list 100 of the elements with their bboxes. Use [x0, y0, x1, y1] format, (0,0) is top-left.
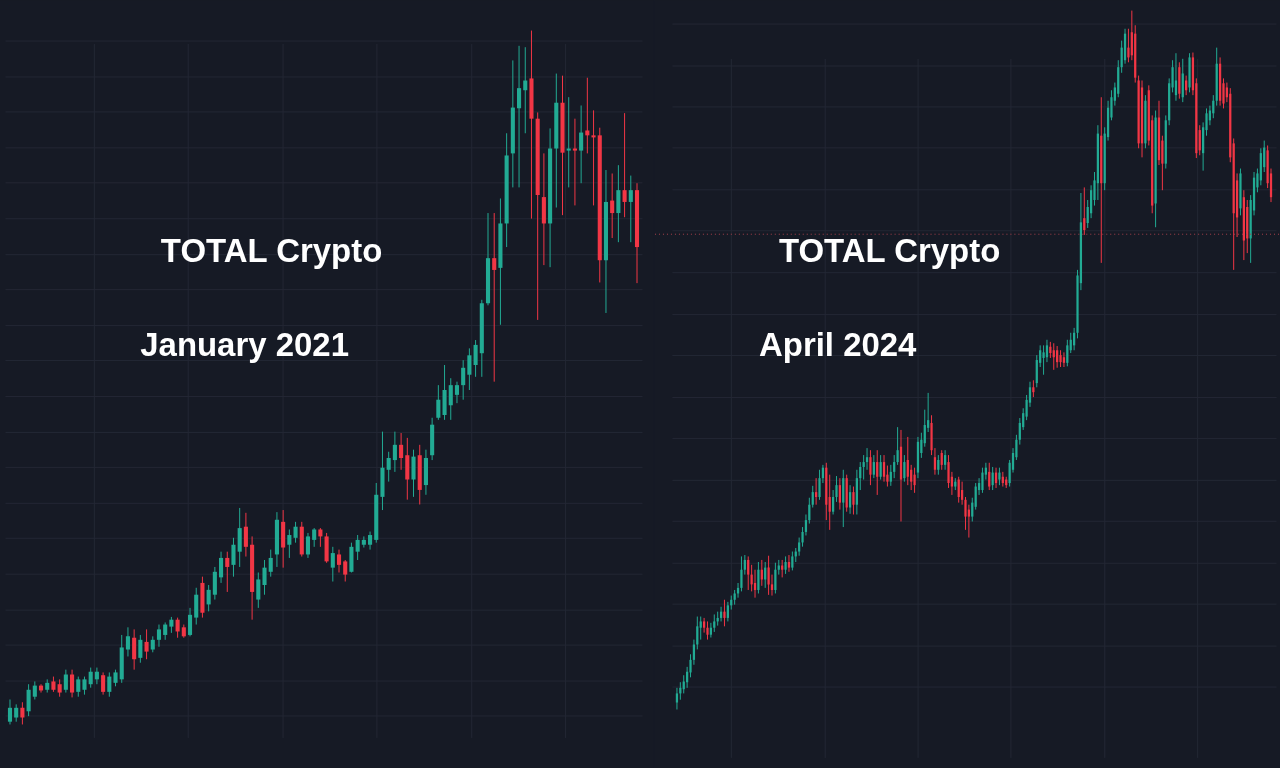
- candlestick: [988, 462, 991, 491]
- candlestick: [872, 454, 875, 479]
- candlestick: [869, 449, 872, 486]
- candlestick: [1181, 58, 1184, 103]
- candlestick: [20, 701, 25, 725]
- candlestick: [212, 566, 217, 601]
- candlestick: [32, 680, 37, 700]
- candlestick: [26, 683, 31, 717]
- candlestick: [461, 359, 466, 401]
- candlestick: [237, 507, 242, 568]
- candlestick: [268, 549, 273, 578]
- candlestick: [175, 617, 180, 639]
- candlestick: [723, 599, 726, 627]
- candlestick: [448, 377, 453, 421]
- candlestick: [913, 467, 916, 494]
- candlestick: [187, 607, 193, 637]
- candlestick: [523, 46, 528, 134]
- candlestick: [828, 474, 831, 531]
- text: January 2021: [140, 326, 349, 364]
- candlestick: [243, 512, 248, 558]
- candlestick: [156, 624, 162, 648]
- candlestick: [231, 537, 236, 578]
- candlestick: [675, 687, 679, 710]
- candlestick: [865, 447, 869, 471]
- text: TOTAL Crypto: [160, 232, 383, 270]
- candlestick: [262, 559, 267, 596]
- candlestick: [706, 620, 709, 641]
- candlestick: [1185, 75, 1188, 96]
- candlestick: [628, 175, 633, 243]
- candlestick: [747, 555, 750, 591]
- candlestick: [876, 449, 879, 496]
- candlestick: [1042, 344, 1045, 376]
- text: April 2024: [758, 326, 918, 364]
- candlestick: [386, 451, 391, 483]
- candlestick: [293, 521, 298, 544]
- candlestick: [287, 528, 292, 559]
- candlestick: [838, 477, 842, 511]
- candlestick: [411, 449, 416, 498]
- candlestick: [94, 667, 99, 685]
- candlestick: [774, 562, 777, 594]
- candlestick: [318, 527, 323, 548]
- candlestick: [125, 626, 130, 657]
- candlestick: [70, 669, 75, 698]
- candlestick: [767, 555, 770, 596]
- candlestick: [616, 164, 621, 243]
- candlestick: [726, 601, 729, 622]
- candlestick: [702, 617, 706, 634]
- candlestick: [330, 546, 335, 583]
- candlestick: [82, 676, 87, 696]
- candlestick: [971, 497, 974, 522]
- candlestick: [699, 616, 702, 641]
- candlestick: [436, 384, 441, 421]
- candlestick: [492, 212, 497, 383]
- candlestick: [132, 628, 137, 671]
- candlestick: [76, 676, 81, 698]
- candlestick: [336, 549, 342, 573]
- candlestick: [815, 477, 818, 506]
- candlestick: [399, 432, 404, 471]
- candlestick: [811, 485, 814, 509]
- candlestick: [107, 671, 112, 698]
- candlestick: [585, 77, 590, 154]
- candlestick: [467, 347, 472, 391]
- candlestick: [392, 431, 397, 473]
- candlestick: [144, 628, 149, 660]
- candlestick: [879, 454, 882, 481]
- candlestick: [944, 449, 947, 471]
- candlestick: [579, 105, 584, 184]
- candlestick: [312, 527, 317, 548]
- candlestick: [63, 669, 68, 694]
- candlestick: [101, 671, 106, 696]
- candlestick: [903, 454, 906, 483]
- candlestick: [517, 45, 522, 188]
- candlestick: [454, 381, 460, 404]
- candlestick: [305, 532, 311, 559]
- candlestick: [225, 551, 230, 593]
- candlestick: [981, 467, 984, 494]
- candlestick: [937, 454, 940, 476]
- candlestick: [256, 572, 261, 609]
- candlestick: [893, 454, 896, 479]
- candlestick: [818, 469, 821, 501]
- text: TOTAL Crypto: [778, 232, 1001, 270]
- candlestick: [889, 464, 892, 487]
- candlestick: [473, 339, 478, 378]
- candlestick: [343, 559, 348, 583]
- candlestick: [622, 112, 627, 218]
- candlestick: [1066, 339, 1069, 367]
- candlestick: [368, 531, 373, 551]
- candlestick: [757, 561, 760, 594]
- candlestick: [831, 489, 835, 515]
- candlestick: [7, 698, 13, 725]
- candlestick: [882, 454, 886, 483]
- candlestick: [206, 584, 211, 612]
- candlestick: [138, 634, 143, 664]
- candlestick: [88, 667, 93, 689]
- candlestick: [355, 534, 360, 561]
- candlestick: [591, 109, 596, 206]
- candlestick: [791, 551, 794, 571]
- candlestick: [852, 486, 855, 515]
- candlestick: [610, 173, 615, 239]
- candlestick: [219, 551, 224, 584]
